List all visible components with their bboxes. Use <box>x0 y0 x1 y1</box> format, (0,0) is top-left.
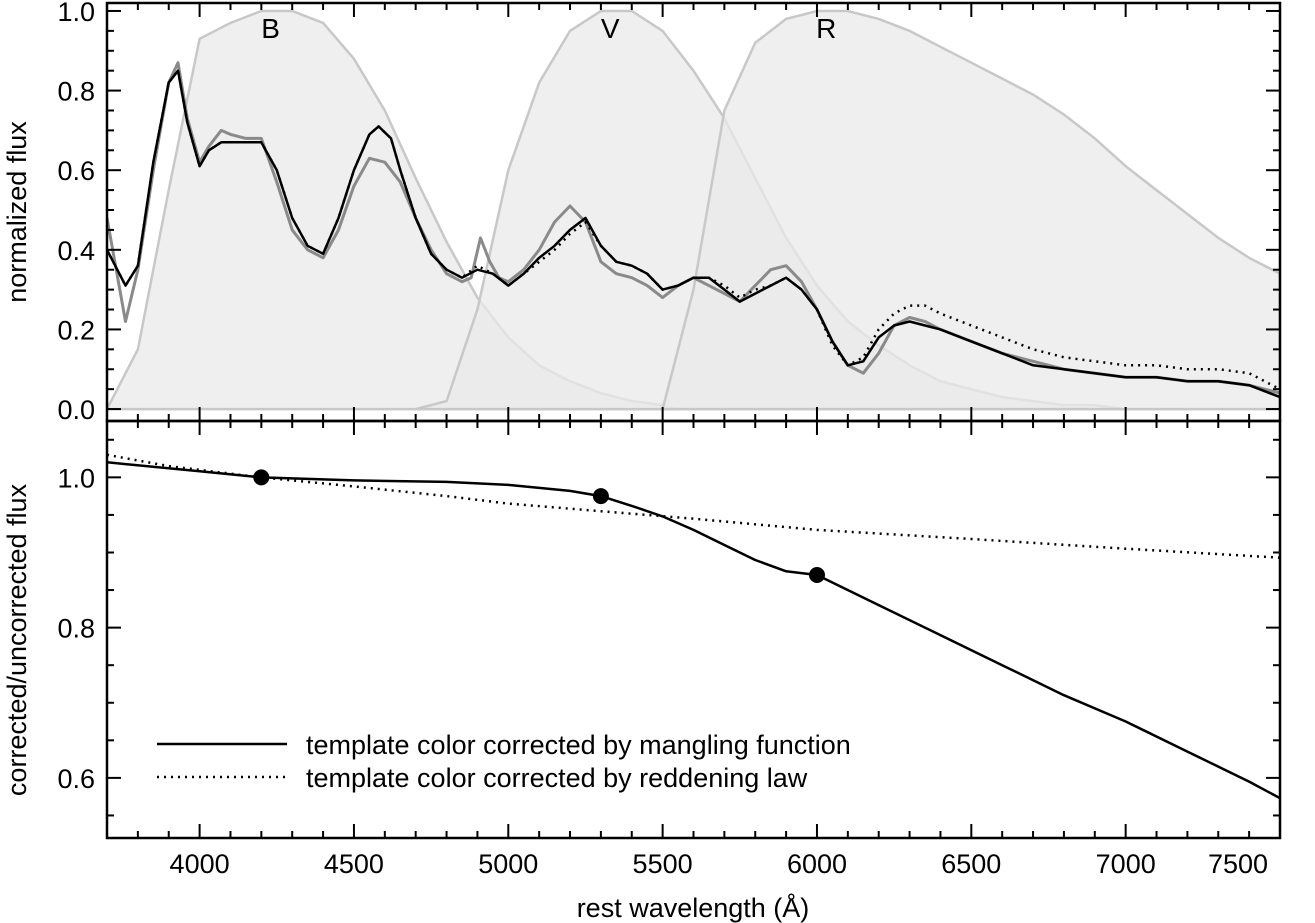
reddening-law-line <box>107 453 1280 559</box>
x-tick-label: 6000 <box>787 849 847 879</box>
top-panel: B V R 0.0 0.2 0.4 0.6 0.8 1.0 normalized flux <box>2 0 1282 425</box>
legend-label-mangling: template color corrected by mangling fun… <box>306 730 851 760</box>
y-tick-label: 0.2 <box>57 315 95 345</box>
x-tick-label: 7500 <box>1208 849 1268 879</box>
band-point <box>592 488 609 505</box>
band-point <box>253 469 270 486</box>
correction-series <box>107 453 1280 800</box>
mangling-function-line <box>107 461 1280 800</box>
bottom-panel: 4000 4500 5000 5500 6000 6500 7000 7500 0.6 0.8 1.… <box>2 419 1282 923</box>
template-mangling-line <box>107 69 1280 399</box>
y-tick-label: 0.8 <box>57 77 95 107</box>
y-tick-label: 0.4 <box>57 236 95 266</box>
filter-band-r <box>660 9 1280 411</box>
y-tick-label: 0.0 <box>57 395 95 425</box>
x-tick-label: 4500 <box>324 849 384 879</box>
x-axis-label: rest wavelength (Å) <box>577 892 810 923</box>
band-point <box>809 567 825 583</box>
x-tick-label: 5500 <box>633 849 693 879</box>
filter-band-label-b: B <box>261 13 280 44</box>
filter-band-label-r: R <box>816 13 836 44</box>
y-tick-label: 1.0 <box>57 463 95 493</box>
filter-bands <box>107 9 1280 411</box>
x-tick-label: 5000 <box>478 849 538 879</box>
bottom-axes: 4000 4500 5000 5500 6000 6500 7000 7500 0.6 0.8 1.… <box>57 419 1282 879</box>
y-tick-label: 0.6 <box>57 764 95 794</box>
x-tick-label: 7000 <box>1096 849 1156 879</box>
top-y-axis-label: normalized flux <box>2 121 32 303</box>
correction-points <box>253 469 825 583</box>
filter-band-label-v: V <box>601 13 620 44</box>
y-tick-label: 0.8 <box>57 614 95 644</box>
y-tick-label: 1.0 <box>57 0 95 27</box>
template-reddening-line <box>107 69 1280 391</box>
spectrum-series <box>107 61 1280 399</box>
x-tick-label: 6500 <box>941 849 1001 879</box>
bottom-y-axis-label: corrected/uncorrected flux <box>2 483 32 796</box>
observed-spectrum-line <box>107 61 1280 395</box>
y-tick-label: 0.6 <box>57 156 95 186</box>
legend: template color corrected by mangling fun… <box>157 730 851 793</box>
top-axes: 0.0 0.2 0.4 0.6 0.8 1.0 <box>57 0 1282 425</box>
x-tick-label: 4000 <box>170 849 230 879</box>
legend-label-reddening: template color corrected by reddening la… <box>306 763 808 793</box>
